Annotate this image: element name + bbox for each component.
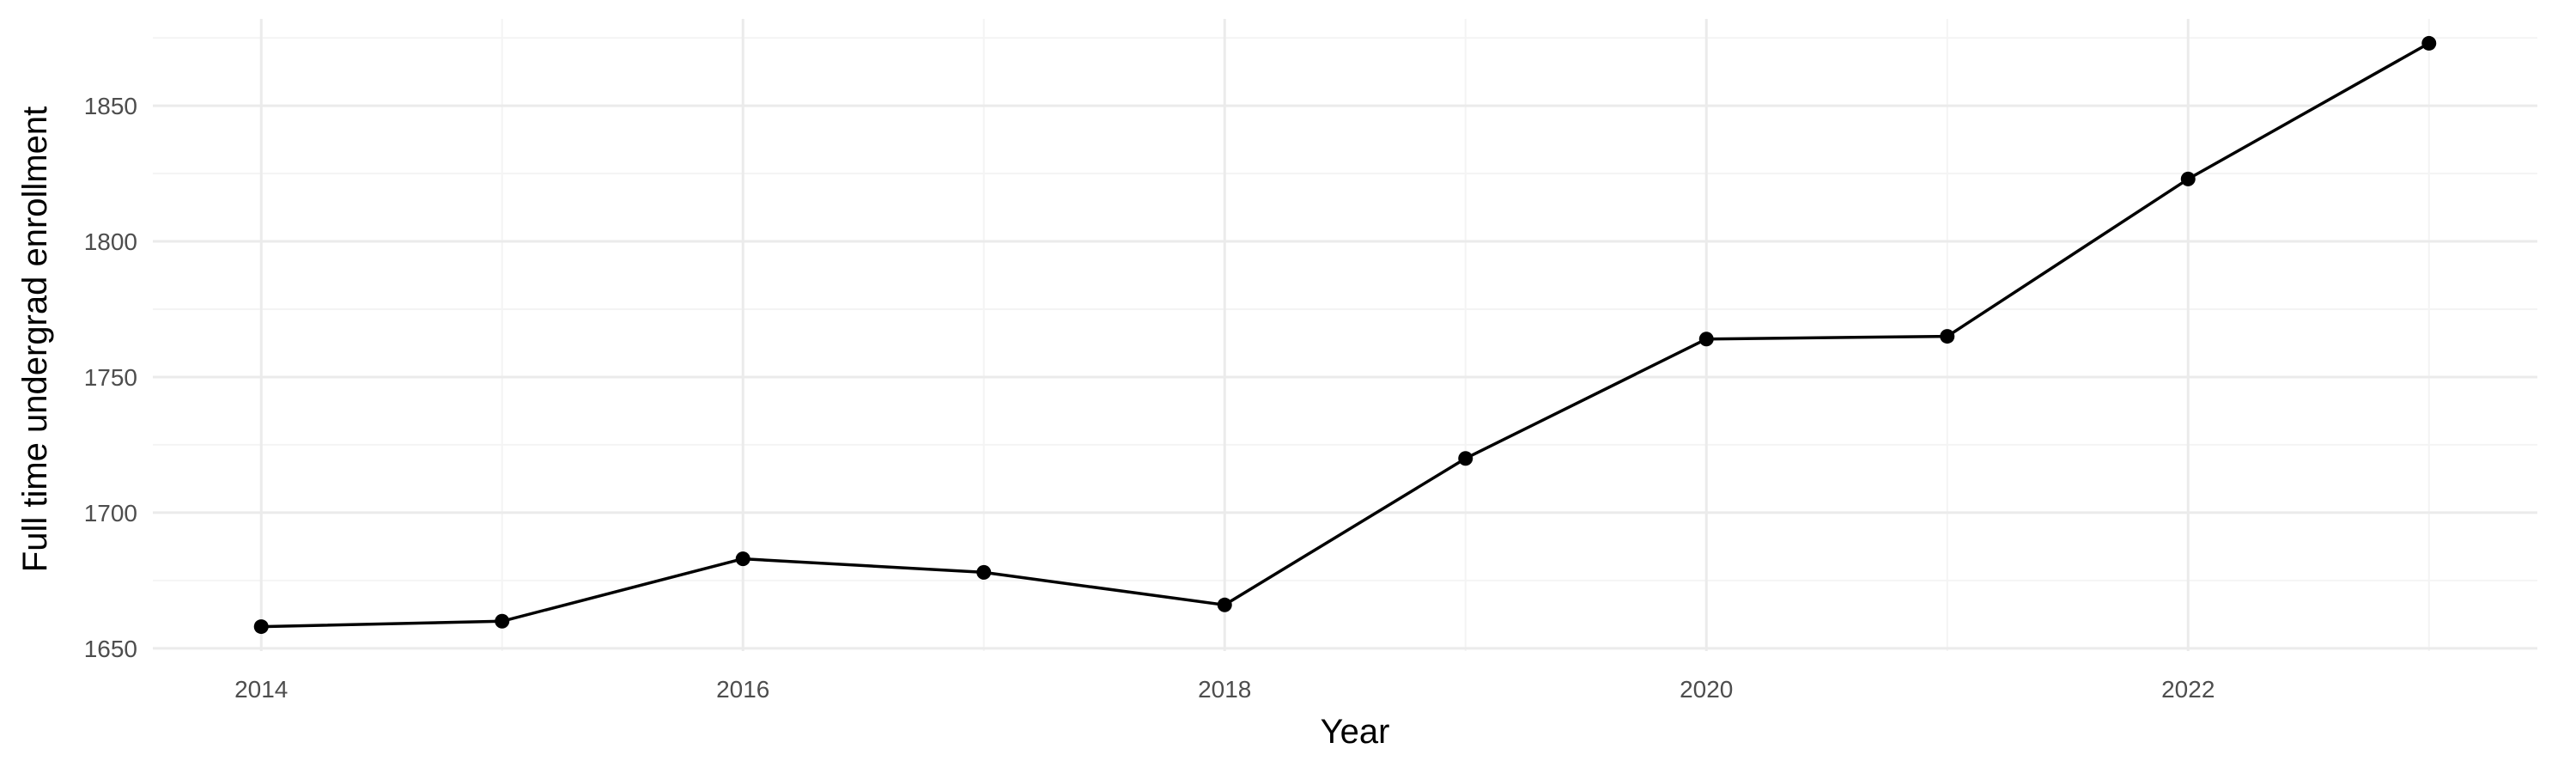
data-point bbox=[1217, 597, 1232, 612]
major-gridlines bbox=[153, 19, 2537, 651]
y-tick-label: 1650 bbox=[84, 636, 137, 662]
y-tick-label: 1850 bbox=[84, 93, 137, 119]
x-tick-label: 2020 bbox=[1680, 676, 1733, 703]
y-tick-label: 1750 bbox=[84, 364, 137, 391]
x-tick-labels: 2014 2016 2018 2020 2022 bbox=[234, 676, 2215, 703]
y-tick-label: 1700 bbox=[84, 500, 137, 526]
x-tick-label: 2018 bbox=[1198, 676, 1251, 703]
data-point bbox=[253, 619, 269, 635]
y-tick-label: 1800 bbox=[84, 228, 137, 255]
x-tick-label: 2022 bbox=[2161, 676, 2215, 703]
x-axis-title: Year bbox=[1321, 713, 1390, 751]
x-tick-label: 2016 bbox=[716, 676, 769, 703]
data-point bbox=[976, 564, 992, 580]
data-point bbox=[1458, 451, 1473, 466]
minor-gridlines bbox=[153, 19, 2537, 651]
series-layer bbox=[253, 35, 2437, 635]
x-tick-label: 2014 bbox=[234, 676, 288, 703]
data-point bbox=[495, 613, 510, 629]
data-point bbox=[2421, 35, 2437, 51]
y-tick-labels: 1650 1700 1750 1800 1850 bbox=[84, 93, 137, 662]
data-point bbox=[2180, 171, 2196, 186]
data-point bbox=[735, 551, 750, 567]
data-point bbox=[1940, 329, 1955, 344]
series-line bbox=[261, 41, 2430, 629]
y-axis-title: Full time undergrad enrollment bbox=[16, 107, 54, 572]
data-point bbox=[1698, 332, 1714, 347]
